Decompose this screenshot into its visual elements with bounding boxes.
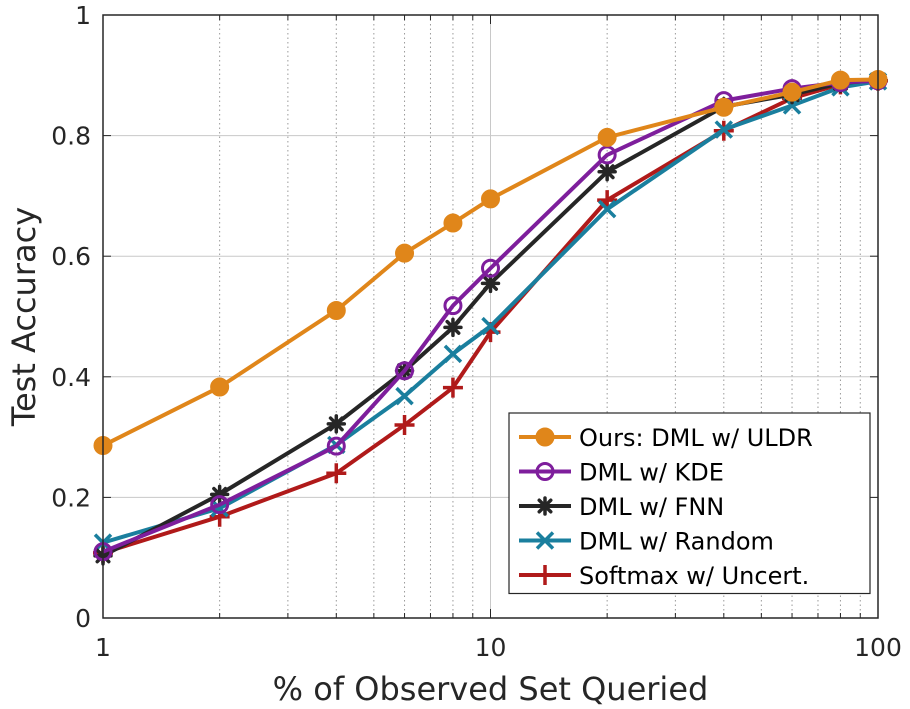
legend-box [508, 412, 871, 595]
data-point [326, 300, 346, 320]
data-point [714, 120, 734, 139]
data-point [443, 213, 463, 233]
x-tick-label: 10 [475, 633, 507, 662]
legend-label: Softmax w/ Uncert. [579, 562, 809, 590]
series-ours-dml-w-uldr [93, 70, 888, 456]
data-point [210, 495, 230, 515]
data-point [597, 162, 617, 182]
legend-label: Ours: DML w/ ULDR [579, 424, 813, 452]
series-layer [93, 70, 888, 566]
legend-item: Softmax w/ Uncert. [519, 562, 809, 590]
data-point [209, 484, 230, 505]
x-axis-label: % of Observed Set Queried [273, 670, 709, 708]
y-tick-label: 0.2 [51, 483, 91, 512]
legend-item: DML w/ FNN [519, 493, 724, 521]
legend-item: Ours: DML w/ ULDR [519, 424, 813, 452]
data-point [443, 344, 463, 364]
y-tick-label: 0.8 [51, 122, 91, 151]
y-tick-label: 0.4 [51, 363, 91, 392]
data-point [714, 97, 734, 117]
data-point [481, 258, 500, 278]
grid [103, 15, 878, 618]
data-point [443, 296, 463, 316]
legend: Ours: DML w/ ULDR DML w/ KDE DML w/ FNN DML… [508, 412, 871, 595]
data-point [395, 243, 415, 263]
data-point [443, 317, 463, 338]
data-point [782, 82, 802, 102]
data-point [597, 199, 617, 219]
data-point [597, 127, 617, 147]
legend-item: DML w/ KDE [519, 459, 724, 487]
y-tick-label: 0 [75, 604, 91, 633]
ticks: 1 10 100 0 0.2 0.4 0.6 0.8 1 [51, 1, 902, 662]
x-tick-label: 1 [95, 633, 111, 662]
data-point [394, 415, 415, 436]
y-tick-label: 0.6 [51, 242, 91, 271]
data-point [535, 427, 555, 447]
data-point [535, 462, 555, 481]
data-point [480, 273, 501, 294]
x-tick-label: 100 [854, 633, 902, 662]
data-point [326, 414, 347, 434]
legend-item: DML w/ Random [519, 528, 774, 556]
data-point [481, 189, 500, 209]
data-point [326, 436, 346, 456]
data-point [395, 386, 414, 406]
y-axis-label: Test Accuracy [5, 207, 43, 427]
data-point [210, 377, 230, 397]
legend-label: DML w/ KDE [579, 459, 724, 487]
data-point [395, 361, 415, 381]
legend-label: DML w/ Random [579, 528, 774, 556]
data-point [442, 377, 463, 398]
legend-label: DML w/ FNN [579, 493, 724, 521]
data-point [535, 565, 555, 585]
y-tick-label: 1 [75, 1, 91, 30]
data-point [481, 316, 500, 336]
data-point [535, 496, 555, 516]
data-point [326, 463, 347, 484]
data-point [830, 70, 850, 90]
data-point [535, 531, 555, 550]
